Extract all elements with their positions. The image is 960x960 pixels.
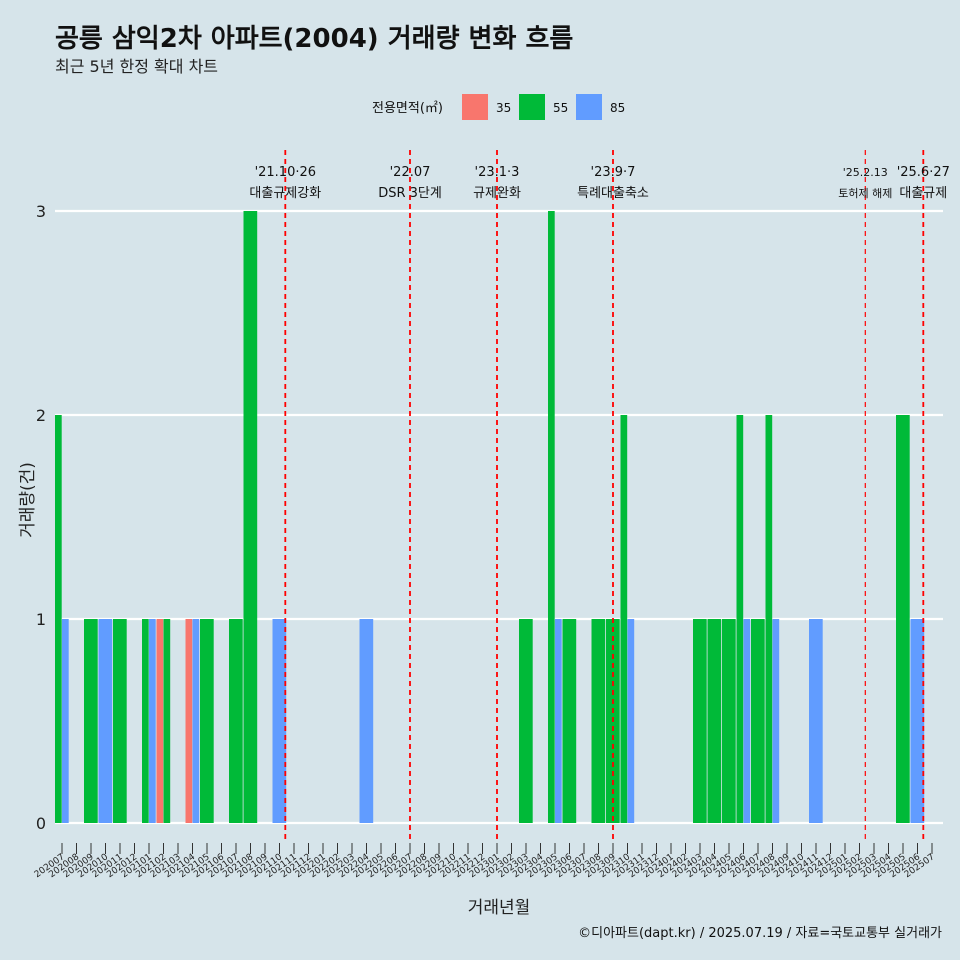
event-text-label: 규제완화 bbox=[473, 186, 521, 201]
y-tick-label: 0 bbox=[36, 814, 46, 833]
source-caption: ©디아파트(dapt.kr) / 2025.07.19 / 자료=국토교통부 실… bbox=[578, 926, 942, 941]
legend-label-85: 85 bbox=[610, 101, 625, 115]
bar-202407-55 bbox=[751, 619, 765, 823]
bar-202403-55 bbox=[693, 619, 707, 823]
bar-202101-85 bbox=[149, 619, 156, 823]
bar-202204-85 bbox=[359, 619, 374, 823]
event-date-label: '25.2.13 bbox=[843, 166, 888, 179]
bar-202102-35 bbox=[156, 619, 164, 823]
bar-202506-85 bbox=[910, 619, 925, 823]
bar-202305-55 bbox=[548, 211, 555, 823]
bar-202306-55 bbox=[562, 619, 577, 823]
bar-202408-55 bbox=[765, 415, 773, 823]
bar-202101-55 bbox=[142, 619, 149, 823]
y-tick-label: 1 bbox=[36, 610, 46, 629]
event-text-label: 대출규제 bbox=[899, 186, 947, 201]
y-tick-label: 3 bbox=[36, 202, 46, 221]
event-text-label: 대출규제강화 bbox=[249, 186, 321, 201]
bar-202108-55 bbox=[243, 211, 258, 823]
bar-202010-85 bbox=[98, 619, 113, 823]
bar-202405-55 bbox=[722, 619, 736, 823]
bar-202305-85 bbox=[555, 619, 562, 823]
bar-202404-55 bbox=[707, 619, 722, 823]
bar-202104-85 bbox=[192, 619, 200, 823]
event-text-label: 토허제 해제 bbox=[838, 186, 892, 200]
bar-202011-55 bbox=[113, 619, 127, 823]
event-text-label: 특례대출축소 bbox=[577, 186, 649, 201]
bar-202102-55 bbox=[163, 619, 171, 823]
x-axis-title: 거래년월 bbox=[468, 898, 531, 918]
bar-202104-35 bbox=[185, 619, 193, 823]
legend-label-55: 55 bbox=[553, 101, 568, 115]
bar-202303-55 bbox=[519, 619, 533, 823]
event-text-label: DSR 3단계 bbox=[378, 186, 442, 201]
bar-202310-85 bbox=[627, 619, 635, 823]
legend-swatch-85 bbox=[576, 94, 602, 120]
bar-202107-55 bbox=[229, 619, 243, 823]
legend-title: 전용면적(㎡) bbox=[372, 101, 443, 116]
y-axis-title: 거래량(건) bbox=[18, 462, 38, 538]
bar-202007-85 bbox=[62, 619, 69, 823]
event-date-label: '22.07 bbox=[390, 165, 431, 180]
event-date-label: '23.1·3 bbox=[475, 165, 520, 180]
bar-202105-55 bbox=[200, 619, 214, 823]
legend-swatch-55 bbox=[519, 94, 545, 120]
legend-swatch-35 bbox=[462, 94, 488, 120]
event-date-label: '25.6·27 bbox=[897, 165, 950, 180]
bar-202009-55 bbox=[84, 619, 98, 823]
bar-202110-85 bbox=[272, 619, 287, 823]
chart-subtitle: 최근 5년 한정 확대 차트 bbox=[55, 57, 219, 76]
bar-202406-85 bbox=[743, 619, 751, 823]
bar-202310-55 bbox=[620, 415, 628, 823]
bar-202007-55 bbox=[55, 415, 62, 823]
event-date-label: '23.9·7 bbox=[591, 165, 636, 180]
chart-title: 공릉 삼익2차 아파트(2004) 거래량 변화 흐름 bbox=[55, 24, 574, 54]
bar-202408-85 bbox=[772, 619, 780, 823]
bar-202308-55 bbox=[591, 619, 606, 823]
event-date-label: '21.10·26 bbox=[255, 165, 316, 180]
bar-202406-55 bbox=[736, 415, 744, 823]
y-tick-label: 2 bbox=[36, 406, 46, 425]
bar-202505-55 bbox=[896, 415, 910, 823]
bar-202411-85 bbox=[809, 619, 823, 823]
legend-label-35: 35 bbox=[496, 101, 511, 115]
